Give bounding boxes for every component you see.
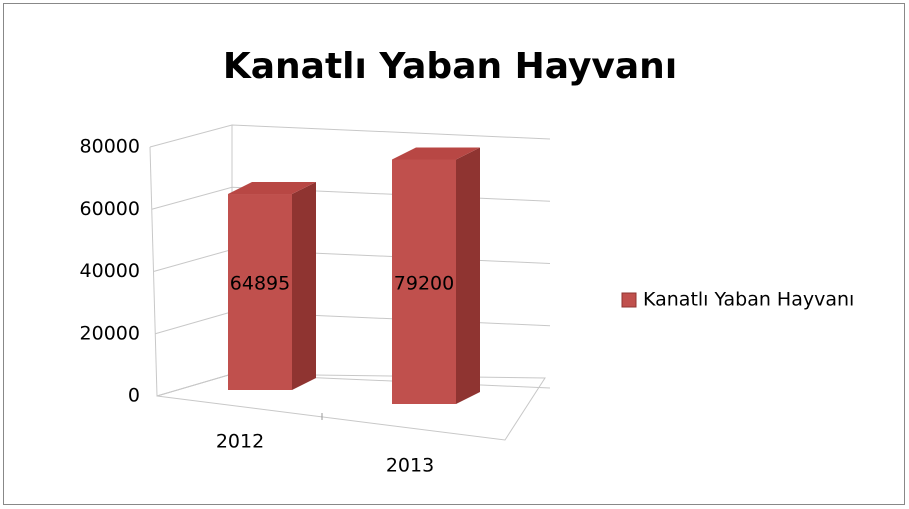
- bar-face: [456, 147, 480, 405]
- y-tick-label: 40000: [80, 260, 140, 282]
- bar: [392, 147, 480, 405]
- bar-face: [392, 159, 456, 404]
- x-tick-label: 2012: [216, 431, 264, 453]
- chart-title: Kanatlı Yaban Hayvanı: [223, 46, 677, 87]
- bar-face: [228, 182, 316, 195]
- y-tick-label: 80000: [80, 136, 140, 158]
- bar-face: [228, 194, 292, 390]
- legend-label: Kanatlı Yaban Hayvanı: [643, 289, 854, 311]
- x-tick-label: 2013: [386, 455, 434, 477]
- floor: [156, 373, 546, 441]
- bar: [228, 182, 316, 390]
- data-label: 79200: [394, 273, 454, 295]
- y-tick-label: 60000: [80, 198, 140, 220]
- bar-face: [292, 182, 316, 390]
- legend-swatch: [621, 292, 637, 308]
- bar-face: [392, 147, 480, 160]
- y-tick-label: 0: [128, 385, 140, 407]
- data-label: 64895: [230, 273, 290, 295]
- grid-line: [149, 124, 551, 148]
- y-tick-label: 20000: [80, 322, 140, 344]
